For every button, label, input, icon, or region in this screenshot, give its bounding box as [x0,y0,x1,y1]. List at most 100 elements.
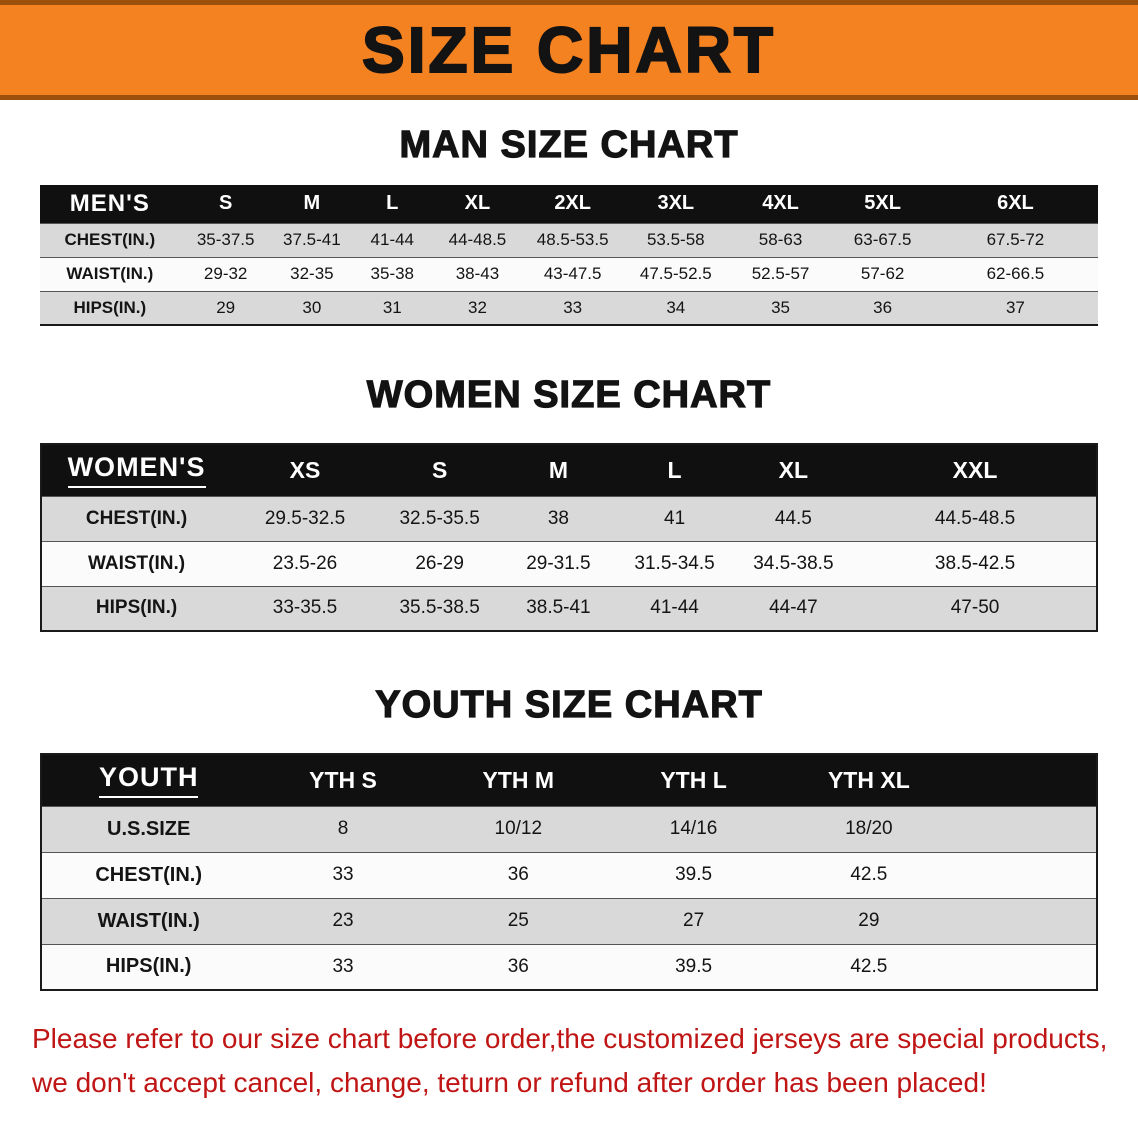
youth-column-header: YTH M [430,754,606,806]
row-label-cell: WAIST(IN.) [41,540,232,586]
size-value-cell: 52.5-57 [728,256,833,291]
size-value-cell: 67.5-72 [932,222,1098,257]
size-value-cell: 36 [832,290,933,325]
row-label-cell: CHEST(IN.) [41,851,256,898]
women-column-header: XXL [854,444,1097,496]
size-value-cell: 35.5-38.5 [378,585,501,631]
size-value-cell: 10/12 [430,805,606,852]
size-value-cell: 27 [605,897,782,944]
size-value-cell: 23.5-26 [231,540,379,586]
men-size-table: MEN'S S M L XL 2XL 3XL 4XL 5XL 6XL CHEST… [40,185,1098,326]
size-value-cell: 39.5 [605,851,782,898]
size-value-cell: 36 [430,943,606,990]
size-value-cell: 44.5 [732,495,855,541]
size-value-cell: 30 [271,290,353,325]
men-column-header: 2XL [522,185,623,223]
size-value-cell: 29.5-32.5 [231,495,379,541]
men-column-header: S [179,185,272,223]
size-value-cell: 37.5-41 [271,222,353,257]
size-value-cell: 57-62 [832,256,933,291]
size-value-cell: 43-47.5 [522,256,623,291]
size-value-cell: 47-50 [854,585,1097,631]
youth-chest-row: CHEST(IN.) 33 36 39.5 42.5 [41,851,1097,898]
youth-hips-row: HIPS(IN.) 33 36 39.5 42.5 [41,943,1097,990]
row-label-cell: U.S.SIZE [41,805,256,852]
size-value-cell: 29-31.5 [500,540,617,586]
youth-table-corner-label: YOUTH [41,754,256,806]
spacer-cell [956,897,1097,944]
youth-section-heading: YOUTH SIZE CHART [375,683,763,726]
spacer-cell [956,805,1097,852]
youth-column-header: YTH S [255,754,431,806]
size-value-cell: 41 [616,495,733,541]
size-value-cell: 34 [622,290,729,325]
size-value-cell: 29 [179,290,272,325]
size-value-cell: 31.5-34.5 [616,540,733,586]
size-value-cell: 42.5 [781,851,957,898]
size-value-cell: 37 [932,290,1098,325]
men-column-header: 5XL [832,185,933,223]
men-chest-row: CHEST(IN.) 35-37.5 37.5-41 41-44 44-48.5… [40,222,1098,257]
size-value-cell: 41-44 [616,585,733,631]
spacer-cell [956,754,1097,806]
size-value-cell: 39.5 [605,943,782,990]
size-value-cell: 62-66.5 [932,256,1098,291]
size-value-cell: 29 [781,897,957,944]
size-value-cell: 41-44 [352,222,433,257]
men-section-heading: MAN SIZE CHART [399,123,739,166]
size-value-cell: 32-35 [271,256,353,291]
size-value-cell: 42.5 [781,943,957,990]
size-value-cell: 38-43 [432,256,523,291]
youth-waist-row: WAIST(IN.) 23 25 27 29 [41,897,1097,944]
size-value-cell: 38.5-41 [500,585,617,631]
size-value-cell: 44.5-48.5 [854,495,1097,541]
banner-title: SIZE CHART [361,13,776,87]
size-value-cell: 31 [352,290,433,325]
banner: SIZE CHART [0,0,1138,100]
size-chart-page: SIZE CHART MAN SIZE CHART MEN'S S M L XL… [0,0,1138,1105]
size-value-cell: 33 [522,290,623,325]
size-value-cell: 25 [430,897,606,944]
men-header-row: MEN'S S M L XL 2XL 3XL 4XL 5XL 6XL [40,185,1098,223]
row-label-cell: WAIST(IN.) [40,256,180,291]
size-value-cell: 35-38 [352,256,433,291]
size-value-cell: 53.5-58 [622,222,729,257]
women-column-header: S [378,444,501,496]
women-header-row: WOMEN'S XS S M L XL XXL [41,444,1097,496]
women-size-table: WOMEN'S XS S M L XL XXL CHEST(IN.) 29.5-… [40,443,1098,632]
youth-column-header: YTH L [605,754,782,806]
row-label-cell: HIPS(IN.) [41,943,256,990]
disclaimer-line-2: we don't accept cancel, change, teturn o… [32,1067,987,1098]
men-hips-row: HIPS(IN.) 29 30 31 32 33 34 35 36 37 [40,290,1098,325]
men-table-corner-label: MEN'S [40,185,180,223]
row-label-cell: CHEST(IN.) [41,495,232,541]
size-value-cell: 26-29 [378,540,501,586]
men-column-header: 3XL [622,185,729,223]
size-value-cell: 47.5-52.5 [622,256,729,291]
youth-ussize-row: U.S.SIZE 8 10/12 14/16 18/20 [41,805,1097,852]
size-value-cell: 14/16 [605,805,782,852]
size-value-cell: 38 [500,495,617,541]
women-column-header: M [500,444,617,496]
size-value-cell: 8 [255,805,431,852]
men-column-header: L [352,185,433,223]
size-value-cell: 34.5-38.5 [732,540,855,586]
women-chest-row: CHEST(IN.) 29.5-32.5 32.5-35.5 38 41 44.… [41,495,1097,541]
disclaimer-text: Please refer to our size chart before or… [0,1017,1138,1105]
size-value-cell: 35-37.5 [179,222,272,257]
size-value-cell: 33-35.5 [231,585,379,631]
spacer-cell [956,851,1097,898]
men-column-header: 6XL [932,185,1098,223]
size-value-cell: 48.5-53.5 [522,222,623,257]
youth-column-header: YTH XL [781,754,957,806]
size-value-cell: 32 [432,290,523,325]
size-value-cell: 33 [255,851,431,898]
men-column-header: M [271,185,353,223]
women-section-heading: WOMEN SIZE CHART [366,373,772,416]
men-column-header: 4XL [728,185,833,223]
youth-header-row: YOUTH YTH S YTH M YTH L YTH XL [41,754,1097,806]
women-table-corner-label: WOMEN'S [41,444,232,496]
women-column-header: L [616,444,733,496]
size-value-cell: 36 [430,851,606,898]
row-label-cell: CHEST(IN.) [40,222,180,257]
